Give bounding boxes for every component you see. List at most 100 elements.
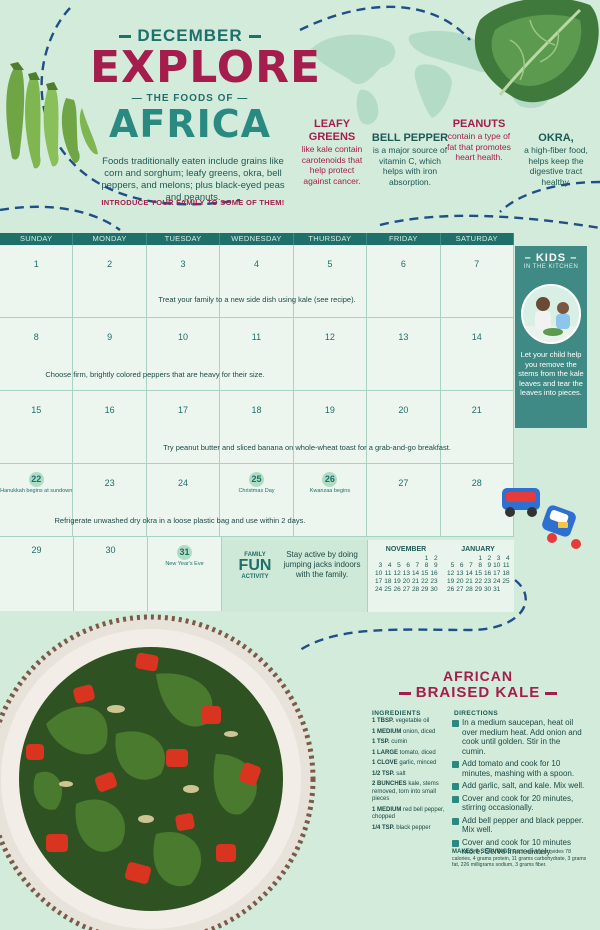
day-cell: 23 [73, 464, 147, 536]
mini-calendar-date: 14 [411, 570, 420, 578]
mini-calendar-november: NOVEMBER 1 2 3 4 5 6 7 8 9 10 11 12 13 14 15 16 17 18 19 20 2… [374, 546, 438, 593]
mini-calendar-date: 30 [430, 585, 438, 593]
week-row: 8 9 10 11 12 13 14 Choose firm, brightly… [0, 318, 514, 391]
mini-calendar-date: 21 [465, 577, 473, 585]
mini-calendar-date [501, 586, 510, 594]
mini-calendar-date: 19 [447, 577, 455, 585]
mini-calendar-january: JANUARY 1 2 3 4 5 6 7 8 9 10 11 12 13 14 15 16 17 18 19 20 21… [446, 546, 510, 593]
mini-calendar-date: 29 [474, 585, 482, 593]
mini-calendar-date: 4 [387, 562, 392, 570]
mini-calendar-date: 7 [415, 562, 420, 570]
day-cell: 9 [73, 318, 147, 390]
day-cell: 5 [293, 245, 368, 317]
day-cell: 1 [0, 245, 74, 317]
weekday-sun: SUNDAY [0, 233, 74, 245]
day-cell: 18 [220, 391, 294, 463]
mini-calendar-date [446, 555, 455, 563]
mini-calendar-date: 20 [456, 577, 464, 585]
ingredient-item: 1 TSP. cumin [372, 739, 408, 745]
mini-calendar-date [383, 555, 392, 563]
mini-calendar-date: 13 [456, 570, 464, 578]
day-cell: 22 Hanukkah begins at sundown [0, 464, 74, 536]
mini-calendar-date: 23 [430, 577, 438, 585]
mini-calendar-date: 12 [393, 570, 401, 578]
mini-calendar-date: 28 [411, 585, 420, 593]
directions-heading: DIRECTIONS [454, 710, 499, 717]
day-cell: 17 [146, 391, 221, 463]
mini-calendar-date: 16 [430, 570, 438, 578]
mini-calendar-month: JANUARY [461, 546, 495, 553]
kale-leaf-illustration [474, 0, 599, 103]
okra-illustration [6, 62, 98, 169]
day-cell: 24 [146, 464, 221, 536]
day-cell: 3 [146, 245, 221, 317]
day-cell: 6 [367, 245, 441, 317]
mini-calendar-date: 12 [447, 570, 455, 578]
weekday-fri: FRIDAY [367, 233, 441, 245]
family-fun-text: Stay active by doing jumping jacks indoo… [283, 550, 361, 579]
day-cell: 19 [293, 391, 368, 463]
mini-calendar-date: 4 [506, 554, 510, 562]
day-cell: 29 [0, 537, 74, 611]
mini-calendar-date: 23 [483, 577, 492, 585]
weekday-thu: THURSDAY [294, 233, 368, 245]
mini-calendar-date: 17 [493, 570, 501, 578]
explore-title: EXPLORE [90, 42, 322, 93]
mini-calendar-date: 8 [478, 562, 482, 570]
mini-calendar-date [455, 555, 464, 563]
day-cell: 26 Kwanzaa begins [293, 464, 368, 536]
day-cell: 28 [440, 464, 514, 536]
ingredients-list: 1 TBSP. vegetable oil 1 MEDIUM onion, dic… [372, 718, 452, 835]
day-cell: 12 [293, 318, 368, 390]
mini-calendar-date: 11 [384, 570, 392, 578]
fact-bell-pepper: BELL PEPPER is a major source of vitamin… [371, 132, 449, 187]
weekday-tue: TUESDAY [147, 233, 221, 245]
day-cell: 27 [367, 464, 441, 536]
direction-step: Cover and cook for 10 minutes more. Serv… [452, 838, 586, 857]
day-cell: 21 [440, 391, 514, 463]
mini-calendar-date: 22 [474, 577, 482, 585]
mini-calendar-date: 25 [502, 577, 510, 585]
mini-calendar-date: 27 [456, 585, 464, 593]
mini-calendar-date: 18 [502, 570, 510, 578]
mini-calendar-date: 19 [393, 577, 401, 585]
day-cell: 16 [73, 391, 147, 463]
day-cell: 2 [73, 245, 147, 317]
ingredient-item: 2 BUNCHES kale, stems removed, torn into… [372, 781, 439, 802]
mini-calendar-date: 11 [502, 562, 510, 570]
weekday-header: SUNDAY MONDAY TUESDAY WEDNESDAY THURSDAY… [0, 233, 514, 245]
mini-calendar-date: 9 [434, 562, 438, 570]
mini-calendar-date [464, 555, 473, 563]
directions-list: In a medium saucepan, heat oil over medi… [452, 718, 586, 860]
holiday-new-years-eve: New Year's Eve [165, 561, 204, 567]
calendar-grid: SUNDAY MONDAY TUESDAY WEDNESDAY THURSDAY… [0, 233, 514, 611]
mini-calendar-date: 13 [402, 570, 410, 578]
ingredient-item: 1 MEDIUM red bell pepper, chopped [372, 806, 445, 821]
week-tip: Try peanut butter and sliced banana on w… [163, 443, 451, 452]
direction-step: Add garlic, salt, and kale. Mix well. [452, 781, 586, 791]
servings-info: MAKES 6 SERVINGS Each serving provides 7… [452, 849, 587, 869]
mini-calendar-date: 6 [459, 562, 464, 570]
kids-in-kitchen-panel: – KIDS – IN THE KITCHEN Let your child h… [515, 246, 587, 428]
day-cell: 11 [220, 318, 294, 390]
mini-calendar-date: 2 [434, 554, 438, 562]
mini-calendar-date: 29 [421, 585, 429, 593]
mini-calendar-date: 1 [478, 554, 482, 562]
family-fun-badge: FAMILY FUN ACTIVITY [238, 552, 272, 580]
mini-calendar-date: 5 [450, 562, 455, 570]
kids-text: Let your child help you remove the stems… [518, 350, 584, 397]
mini-calendar-date [402, 555, 411, 563]
mini-calendar-date: 17 [375, 577, 383, 585]
mini-calendar-date: 7 [469, 562, 473, 570]
holiday-kwanzaa: Kwanzaa begins [309, 488, 351, 494]
week-tip: Treat your family to a new side dish usi… [158, 295, 356, 304]
day-cell: 10 [146, 318, 221, 390]
mini-calendar-date: 5 [397, 562, 401, 570]
mini-calendar-panel [368, 540, 514, 612]
mini-calendar-date: 27 [402, 585, 410, 593]
ingredient-item: 1 TBSP. vegetable oil [372, 718, 430, 724]
mini-calendar-date: 8 [424, 562, 429, 570]
week-row: 22 Hanukkah begins at sundown 23 24 25 C… [0, 464, 514, 537]
mini-calendar-date: 2 [487, 554, 492, 562]
braised-kale-dish-photo [0, 614, 316, 930]
